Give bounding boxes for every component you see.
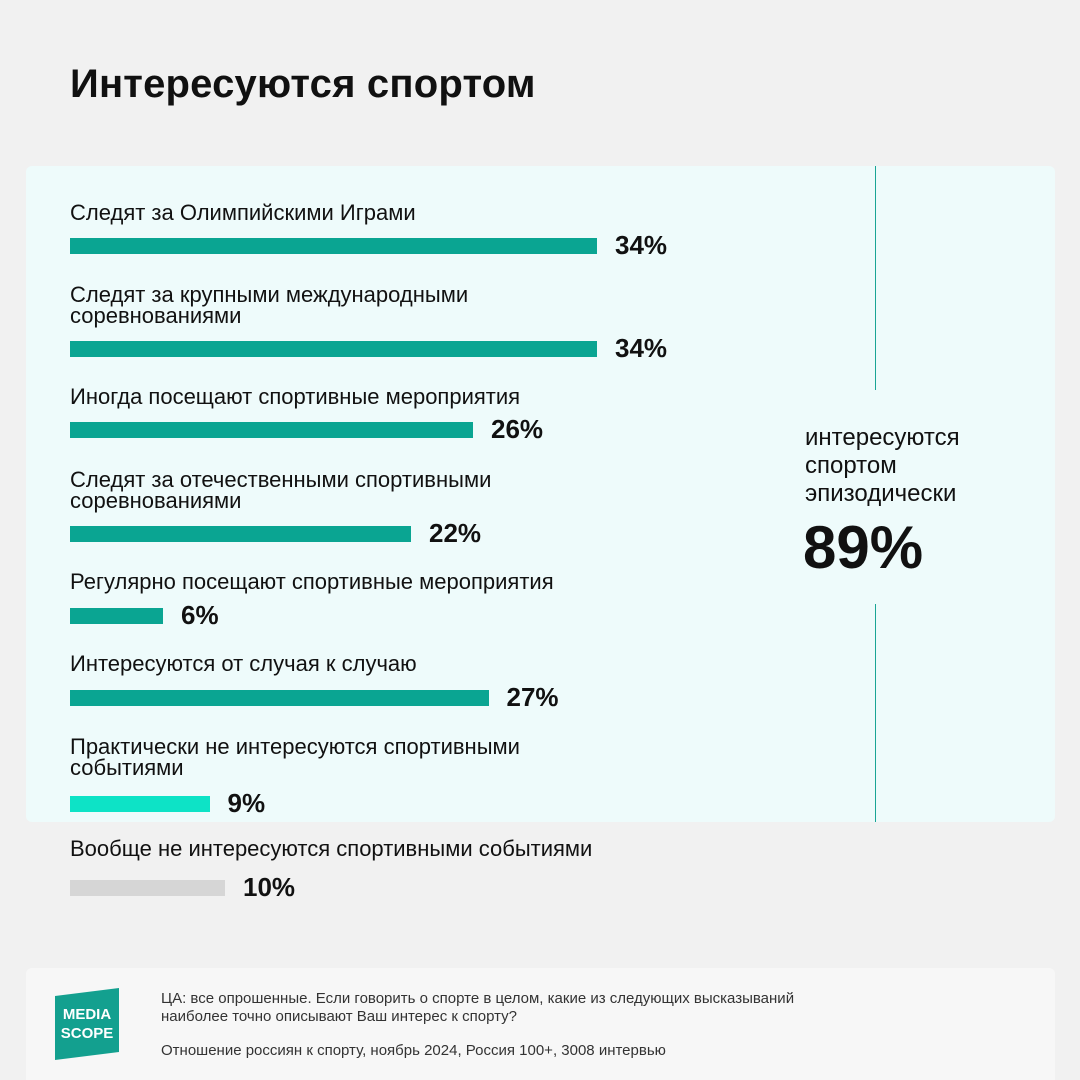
bar-label: Иногда посещают спортивные мероприятия [70,384,521,409]
bar [70,796,210,812]
summary-value: 89% [803,514,924,581]
bar-value-label: 6% [181,600,219,630]
summary-divider-top [875,166,876,390]
footer-source: Отношение россиян к спорту, ноябрь 2024,… [161,1042,666,1059]
bar [70,880,225,896]
bar-value-label: 26% [491,414,544,444]
summary-divider-bottom [875,604,876,822]
bar [70,690,489,706]
bar-label: Следят за отечественными спортивными сор… [70,467,492,513]
bar-value-label: 22% [429,518,482,548]
bar [70,341,597,357]
bar-value-label: 9% [227,788,266,818]
footer [26,968,1055,1080]
bar-label: Интересуются от случая к случаю [70,651,417,676]
mediascope-logo: MEDIA SCOPE [55,988,119,1060]
page-title: Интересуются спортом [70,62,536,106]
logo-text-bottom: SCOPE [61,1025,114,1042]
bar-value-label: 34% [615,230,668,260]
bar [70,526,411,542]
bar-label: Следят за Олимпийскими Играми [70,200,416,225]
bar-value-label: 27% [506,682,559,712]
episodic-interest-panel [26,166,1055,822]
bar-label: Вообще не интересуются спортивными событ… [70,836,593,861]
bar-label: Практически не интересуются спортивными … [70,734,520,780]
bar [70,238,597,254]
summary-label: интересуются спортом эпизодически [805,424,960,507]
bar [70,422,473,438]
bar [70,608,163,624]
bar-label: Следят за крупными международными соревн… [70,282,469,328]
bar-value-label: 34% [615,333,668,363]
logo-text-top: MEDIA [63,1006,112,1023]
bar-label: Регулярно посещают спортивные мероприяти… [70,569,554,594]
bar-value-label: 10% [243,872,296,902]
footer-question: ЦА: все опрошенные. Если говорить о спор… [161,990,795,1025]
